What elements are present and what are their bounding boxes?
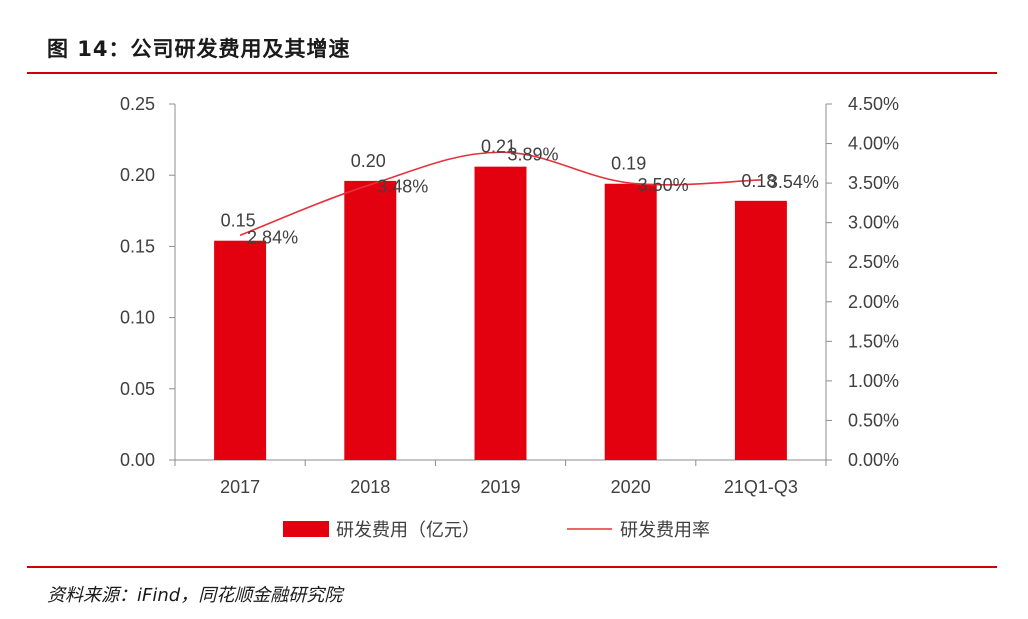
left-axis-tick-label: 0.10: [120, 308, 155, 328]
right-axis-tick-label: 2.00%: [848, 292, 899, 312]
bar-data-label: 0.19: [611, 154, 646, 174]
right-axis-tick-label: 3.50%: [848, 173, 899, 193]
left-axis-tick-label: 0.20: [120, 165, 155, 185]
legend-bar-label: 研发费用（亿元）: [336, 520, 480, 541]
rate-data-label: 3.48%: [377, 177, 428, 197]
rate-series-line: [239, 151, 761, 237]
right-axis-tick-label: 0.00%: [848, 450, 899, 470]
right-axis-tick-label: 1.00%: [848, 371, 899, 391]
bar-2020: [604, 183, 657, 460]
bar-21Q1-Q3: [734, 200, 787, 460]
left-axis-tick-label: 0.15: [120, 236, 155, 256]
x-axis-tick-label: 2018: [350, 477, 390, 497]
rate-data-label: 3.89%: [507, 144, 558, 164]
legend-bar-swatch: [283, 521, 329, 537]
left-axis-tick-label: 0.00: [120, 450, 155, 470]
bottom-divider: [27, 566, 997, 568]
rate-data-label: 3.50%: [638, 175, 689, 195]
right-axis-tick-label: 1.50%: [848, 331, 899, 351]
bar-data-label: 0.18: [741, 171, 776, 191]
right-axis-tick-label: 0.50%: [848, 410, 899, 430]
bar-data-label: 0.20: [351, 151, 386, 171]
right-axis-tick-label: 2.50%: [848, 252, 899, 272]
top-divider: [27, 72, 997, 74]
right-axis-tick-label: 4.00%: [848, 134, 899, 154]
right-axis-tick-label: 4.50%: [848, 94, 899, 114]
legend-line-label: 研发费用率: [620, 520, 710, 541]
x-axis-tick-label: 2019: [480, 477, 520, 497]
bar-2018: [344, 180, 397, 460]
bar-data-label: 0.21: [481, 137, 516, 157]
bar-2019: [474, 166, 527, 460]
x-axis-tick-label: 2020: [611, 477, 651, 497]
chart-title: 图 14：公司研发费用及其增速: [47, 37, 351, 61]
rate-data-label: 3.54%: [768, 172, 819, 192]
x-axis-tick-label: 2017: [220, 477, 260, 497]
chart-area: 0.00 0.05 0.10 0.15 0.20 0.25 0.00% 0.50% 1.00% 1…: [120, 94, 899, 541]
source-note: 资料来源：iFind，同花顺金融研究院: [47, 585, 343, 606]
bar-2017: [214, 240, 267, 460]
rate-data-label: 2.84%: [247, 227, 298, 247]
bar-data-label: 0.15: [221, 211, 256, 231]
left-axis-tick-label: 0.05: [120, 379, 155, 399]
left-axis-tick-label: 0.25: [120, 94, 155, 114]
x-axis-tick-label: 21Q1-Q3: [724, 477, 798, 497]
right-axis-tick-label: 3.00%: [848, 213, 899, 233]
